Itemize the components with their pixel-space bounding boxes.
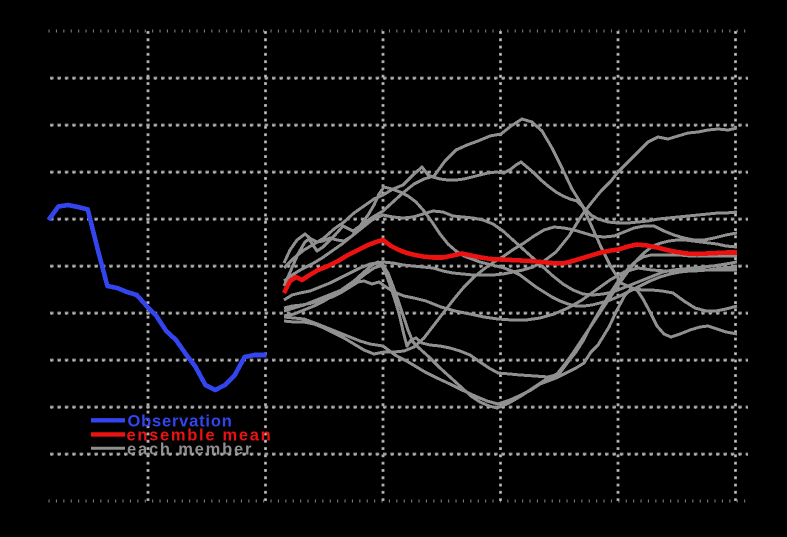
svg-text:Observation: Observation [128, 412, 233, 430]
svg-text:each member: each member [127, 440, 253, 458]
svg-text:ensemble mean: ensemble mean [127, 426, 273, 444]
